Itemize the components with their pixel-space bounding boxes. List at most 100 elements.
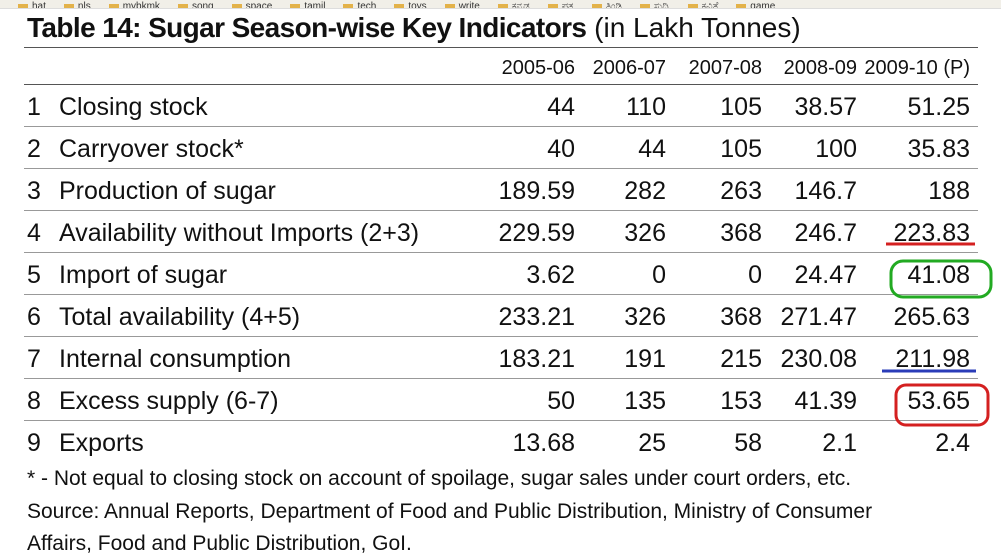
bookmark-label: hat	[32, 1, 46, 9]
row-label: Internal consumption	[59, 345, 292, 373]
bookmark-item[interactable]: song	[177, 1, 214, 9]
bookmark-label: ತಿಂಡಿ	[605, 1, 622, 9]
table-cell: 153	[720, 387, 762, 415]
table-cell: 326	[624, 303, 666, 331]
row-divider	[24, 252, 978, 253]
table-cell: 2.1	[822, 429, 857, 457]
table-cell: 271.47	[780, 303, 857, 331]
table-cell: 3.62	[526, 261, 575, 289]
bookmark-item[interactable]: ಸುದ್ದಿ	[639, 1, 670, 9]
bookmark-item[interactable]: ತಿಂಡಿ	[591, 1, 622, 9]
row-divider	[24, 378, 978, 379]
bookmark-item[interactable]: ಕವಿತೆ	[687, 1, 719, 9]
table-cell: 282	[624, 177, 666, 205]
row-number: 9	[27, 429, 41, 457]
row-label: Import of sugar	[59, 261, 228, 289]
row-label: Availability without Imports (2+3)	[59, 219, 420, 247]
bookmark-item[interactable]: space	[231, 1, 273, 9]
folder-icon	[497, 4, 508, 8]
folder-icon	[591, 4, 602, 8]
table-cell: 263	[720, 177, 762, 205]
table-cell: 223.83	[893, 219, 970, 247]
table-cell: 105	[720, 135, 762, 163]
row-number: 6	[27, 303, 41, 331]
bookmark-label: space	[245, 1, 273, 9]
circle-red	[894, 383, 990, 427]
bookmark-label: ಕನ್ನಡ	[511, 1, 530, 9]
table-cell: 110	[626, 93, 666, 121]
row-number: 2	[27, 135, 41, 163]
table-cell: 368	[720, 303, 762, 331]
row-number: 7	[27, 345, 41, 373]
table-cell: 211.98	[895, 345, 970, 373]
table-cell: 183.21	[498, 345, 575, 373]
bookmark-label: tamil	[304, 1, 326, 9]
row-label: Excess supply (6-7)	[59, 387, 279, 415]
table-title: Table 14: Sugar Season-wise Key Indicato…	[27, 12, 801, 43]
bookmark-label: write	[458, 1, 480, 9]
folder-icon	[231, 4, 242, 8]
row-label: Total availability (4+5)	[59, 303, 301, 331]
bookmark-item[interactable]: tamil	[290, 1, 326, 9]
bookmark-item[interactable]: nls	[63, 2, 91, 8]
bookmark-item[interactable]: ಕನ್ನಡ	[497, 1, 530, 9]
table-cell: 105	[720, 93, 762, 121]
bookmark-label: game	[750, 1, 776, 9]
header-rule	[24, 84, 978, 85]
bookmark-item[interactable]: tech	[343, 2, 376, 8]
table-cell: 38.57	[794, 93, 857, 121]
table-cell: 44	[547, 93, 575, 121]
table-cell: 326	[624, 219, 666, 247]
bookmark-label: ಕವಿತೆ	[701, 1, 719, 9]
row-number: 8	[27, 387, 41, 415]
table-cell: 215	[720, 345, 762, 373]
table-cell: 135	[624, 387, 666, 415]
source-line-2: Affairs, Food and Public Distribution, G…	[27, 532, 412, 555]
table-cell: 230.08	[780, 345, 857, 373]
bookmark-label: ಪತ್ರ	[561, 1, 574, 9]
bookmark-item[interactable]: ಪತ್ರ	[547, 1, 574, 9]
column-header: 2008-09	[783, 57, 857, 79]
folder-icon	[444, 4, 455, 8]
table-cell: 191	[624, 345, 666, 373]
bookmark-item[interactable]: write	[444, 1, 480, 9]
bookmark-item[interactable]: toys	[394, 2, 427, 8]
column-header: 2005-06	[501, 57, 575, 79]
bookmark-item[interactable]: game	[736, 1, 776, 9]
folder-icon	[639, 4, 650, 8]
table-cell: 53.65	[907, 387, 970, 415]
bookmark-item[interactable]: mybkmk	[108, 1, 160, 9]
table-cell: 24.47	[794, 261, 857, 289]
table-cell: 58	[734, 429, 762, 457]
table-cell: 146.7	[794, 177, 857, 205]
table-cell: 0	[652, 261, 666, 289]
bookmark-label: ಸುದ್ದಿ	[653, 1, 670, 9]
folder-icon	[177, 4, 188, 8]
row-divider	[24, 294, 978, 295]
bookmark-label: mybkmk	[122, 1, 160, 9]
bookmark-item[interactable]: hat	[18, 1, 46, 9]
table-cell: 40	[547, 135, 575, 163]
folder-icon	[736, 4, 747, 8]
bookmark-label: song	[191, 1, 214, 9]
row-label: Carryover stock*	[59, 135, 244, 163]
folder-icon	[290, 4, 301, 8]
source-line-1: Source: Annual Reports, Department of Fo…	[27, 500, 873, 523]
row-divider	[24, 168, 978, 169]
row-divider	[24, 210, 978, 211]
table-cell: 50	[547, 387, 575, 415]
row-label: Production of sugar	[59, 177, 276, 205]
table-cell: 229.59	[498, 219, 575, 247]
table-cell: 189.59	[498, 177, 575, 205]
row-label: Closing stock	[59, 93, 208, 121]
table-cell: 41.39	[794, 387, 857, 415]
folder-icon	[687, 4, 698, 8]
row-label: Exports	[59, 429, 144, 457]
row-divider	[24, 420, 978, 421]
table-cell: 51.25	[907, 93, 970, 121]
table-cell: 265.63	[893, 303, 970, 331]
table-cell: 2.4	[935, 429, 970, 457]
folder-icon	[63, 4, 74, 8]
circle-green	[889, 259, 993, 299]
row-number: 3	[27, 177, 41, 205]
